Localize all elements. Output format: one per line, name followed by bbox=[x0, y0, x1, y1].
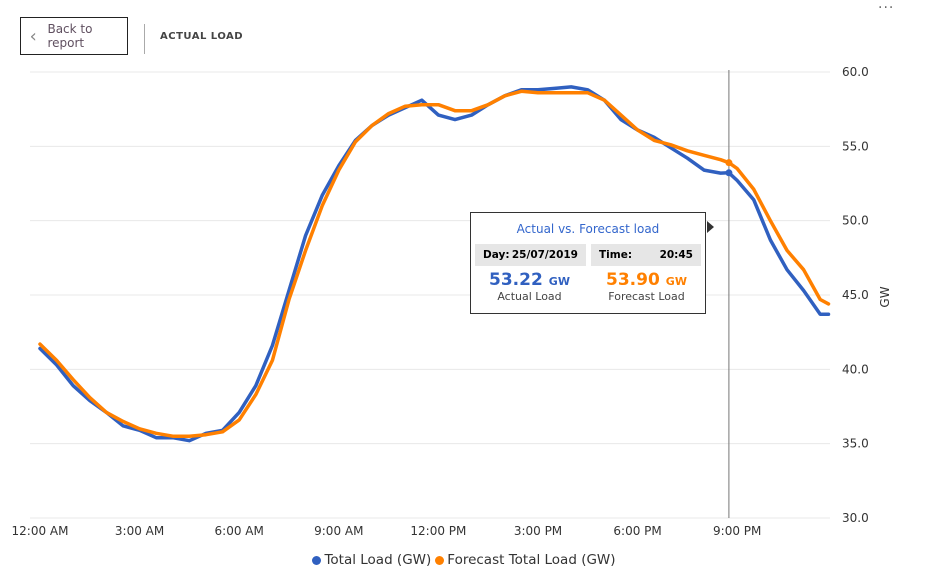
day-value: 25/07/2019 bbox=[511, 249, 578, 261]
tooltip-pointer-icon bbox=[707, 221, 714, 233]
y-tick-label: 40.0 bbox=[842, 362, 869, 376]
time-label: Time: bbox=[599, 249, 633, 261]
series-line-forecast-load bbox=[38, 89, 831, 438]
x-tick-label: 12:00 AM bbox=[12, 524, 69, 538]
tooltip-day: Day: 25/07/2019 bbox=[475, 244, 586, 266]
x-tick-label: 12:00 PM bbox=[410, 524, 466, 538]
tooltip: Actual vs. Forecast load Day: 25/07/2019… bbox=[470, 212, 706, 314]
legend-label: Total Load (GW) bbox=[324, 552, 432, 568]
forecast-number: 53.90 bbox=[606, 270, 660, 290]
time-value: 20:45 bbox=[659, 249, 693, 261]
actual-caption: Actual Load bbox=[497, 290, 562, 303]
divider bbox=[144, 24, 145, 54]
actual-number: 53.22 bbox=[489, 270, 543, 290]
more-options-icon[interactable]: ··· bbox=[878, 0, 895, 16]
legend-dot-icon bbox=[435, 555, 445, 565]
back-label: Back to report bbox=[47, 22, 93, 50]
forecast-load-value: 53.90 GW Forecast Load bbox=[588, 270, 705, 303]
day-label: Day: bbox=[483, 249, 510, 261]
legend: Total Load (GW) Forecast Total Load (GW) bbox=[0, 552, 928, 568]
y-tick-label: 45.0 bbox=[842, 288, 869, 302]
hover-point bbox=[725, 169, 733, 177]
hover-point bbox=[725, 159, 733, 167]
y-tick-label: 50.0 bbox=[842, 214, 869, 228]
x-tick-label: 3:00 AM bbox=[115, 524, 164, 538]
x-tick-label: 9:00 PM bbox=[713, 524, 761, 538]
x-tick-label: 3:00 PM bbox=[514, 524, 562, 538]
legend-dot-icon bbox=[312, 555, 322, 565]
y-tick-label: 60.0 bbox=[842, 65, 869, 79]
back-to-report-button[interactable]: ‹ Back to report bbox=[20, 17, 128, 55]
y-tick-label: 30.0 bbox=[842, 511, 869, 525]
actual-load-value: 53.22 GW Actual Load bbox=[471, 270, 588, 303]
y-tick-label: 35.0 bbox=[842, 437, 869, 451]
forecast-unit: GW bbox=[665, 275, 687, 288]
tooltip-time: Time: 20:45 bbox=[591, 244, 701, 266]
x-tick-label: 6:00 PM bbox=[613, 524, 661, 538]
legend-item-forecast-load[interactable]: Forecast Total Load (GW) bbox=[435, 552, 616, 568]
y-axis-label: GW bbox=[878, 286, 892, 307]
tooltip-title: Actual vs. Forecast load bbox=[516, 222, 660, 236]
legend-label: Forecast Total Load (GW) bbox=[447, 552, 616, 568]
actual-unit: GW bbox=[548, 275, 570, 288]
chevron-left-icon: ‹ bbox=[29, 25, 37, 47]
x-tick-label: 9:00 AM bbox=[314, 524, 363, 538]
series-line-total-load bbox=[38, 85, 831, 443]
page-title: ACTUAL LOAD bbox=[160, 31, 244, 42]
x-tick-label: 6:00 AM bbox=[215, 524, 264, 538]
y-tick-label: 55.0 bbox=[842, 139, 869, 153]
forecast-caption: Forecast Load bbox=[608, 290, 685, 303]
legend-item-total-load[interactable]: Total Load (GW) bbox=[312, 552, 431, 568]
